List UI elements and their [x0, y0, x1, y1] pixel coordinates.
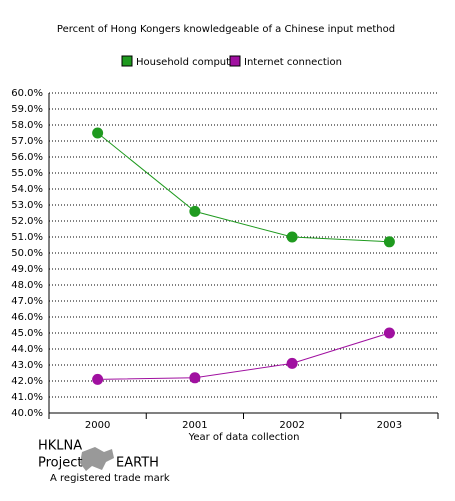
logo-map	[80, 447, 114, 471]
y-tick-label: 59.0%	[11, 104, 43, 115]
data-point	[92, 127, 104, 139]
series-line	[97, 332, 390, 380]
y-tick-label: 58.0%	[11, 120, 43, 131]
x-tick-label: 2003	[377, 420, 402, 431]
y-tick-label: 52.0%	[11, 216, 43, 227]
data-point	[92, 373, 104, 385]
y-tick-label: 40.0%	[11, 408, 43, 419]
y-tick-label: 43.0%	[11, 360, 43, 371]
footer-text: HKLNA	[38, 439, 82, 454]
legend-swatch	[229, 55, 241, 67]
y-tick-label: 57.0%	[11, 136, 43, 147]
y-tick-label: 46.0%	[11, 312, 43, 323]
series-line	[97, 132, 390, 243]
y-tick-label: 42.0%	[11, 376, 43, 387]
y-tick-label: 54.0%	[11, 184, 43, 195]
y-tick-label: 60.0%	[11, 88, 43, 99]
data-point	[189, 372, 201, 384]
data-point	[189, 205, 201, 217]
y-tick-label: 51.0%	[11, 232, 43, 243]
x-tick-label: 2001	[182, 420, 207, 431]
y-tick-label: 49.0%	[11, 264, 43, 275]
x-tick-label: 2002	[279, 420, 304, 431]
x-tick-label: 2000	[85, 420, 110, 431]
data-point	[286, 231, 298, 243]
y-tick-label: 55.0%	[11, 168, 43, 179]
y-tick-label: 48.0%	[11, 280, 43, 291]
chart-title: Percent of Hong Kongers knowledgeable of…	[57, 24, 395, 35]
x-axis-title: Year of data collection	[188, 432, 300, 443]
data-point	[383, 327, 395, 339]
data-point	[383, 236, 395, 248]
y-tick-label: 44.0%	[11, 344, 43, 355]
y-tick-label: 53.0%	[11, 200, 43, 211]
footer-text: EARTH	[116, 456, 159, 471]
footer-text: Project	[38, 456, 82, 471]
legend-label: Internet connection	[244, 57, 342, 68]
y-tick-label: 50.0%	[11, 248, 43, 259]
footer-text: A registered trade mark	[50, 473, 170, 484]
legend-swatch	[121, 55, 133, 67]
y-tick-label: 45.0%	[11, 328, 43, 339]
y-tick-label: 56.0%	[11, 152, 43, 163]
y-tick-label: 47.0%	[11, 296, 43, 307]
legend-label: Household computer	[136, 57, 241, 68]
y-tick-label: 41.0%	[11, 392, 43, 403]
data-point	[286, 357, 298, 369]
